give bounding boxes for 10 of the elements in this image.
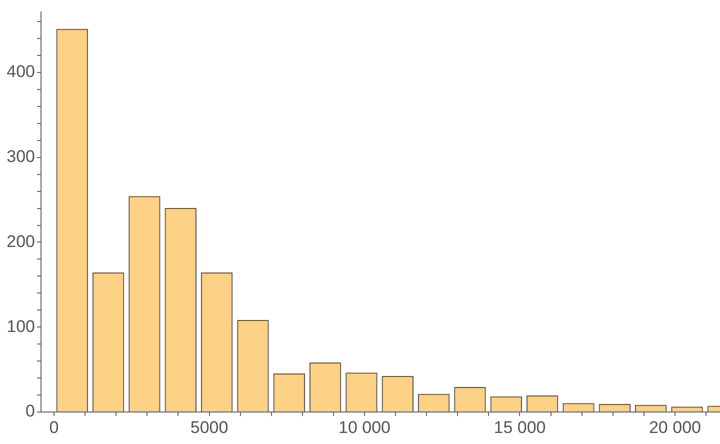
y-tick-label: 300 [6, 147, 35, 166]
x-tick-label: 0 [49, 418, 59, 437]
x-tick-label: 20 000 [648, 418, 701, 437]
x-tick-label: 5000 [190, 418, 228, 437]
x-tick-label: 10 000 [338, 418, 391, 437]
y-tick-label: 0 [26, 402, 35, 421]
y-tick-label: 400 [6, 62, 35, 82]
y-tick-label: 100 [6, 316, 35, 336]
y-tick-label: 200 [6, 232, 35, 251]
x-tick-label: 15 000 [494, 418, 546, 437]
